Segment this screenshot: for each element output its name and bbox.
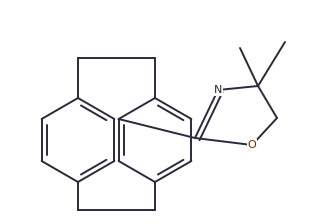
Text: O: O xyxy=(248,140,256,150)
Text: N: N xyxy=(214,85,222,95)
